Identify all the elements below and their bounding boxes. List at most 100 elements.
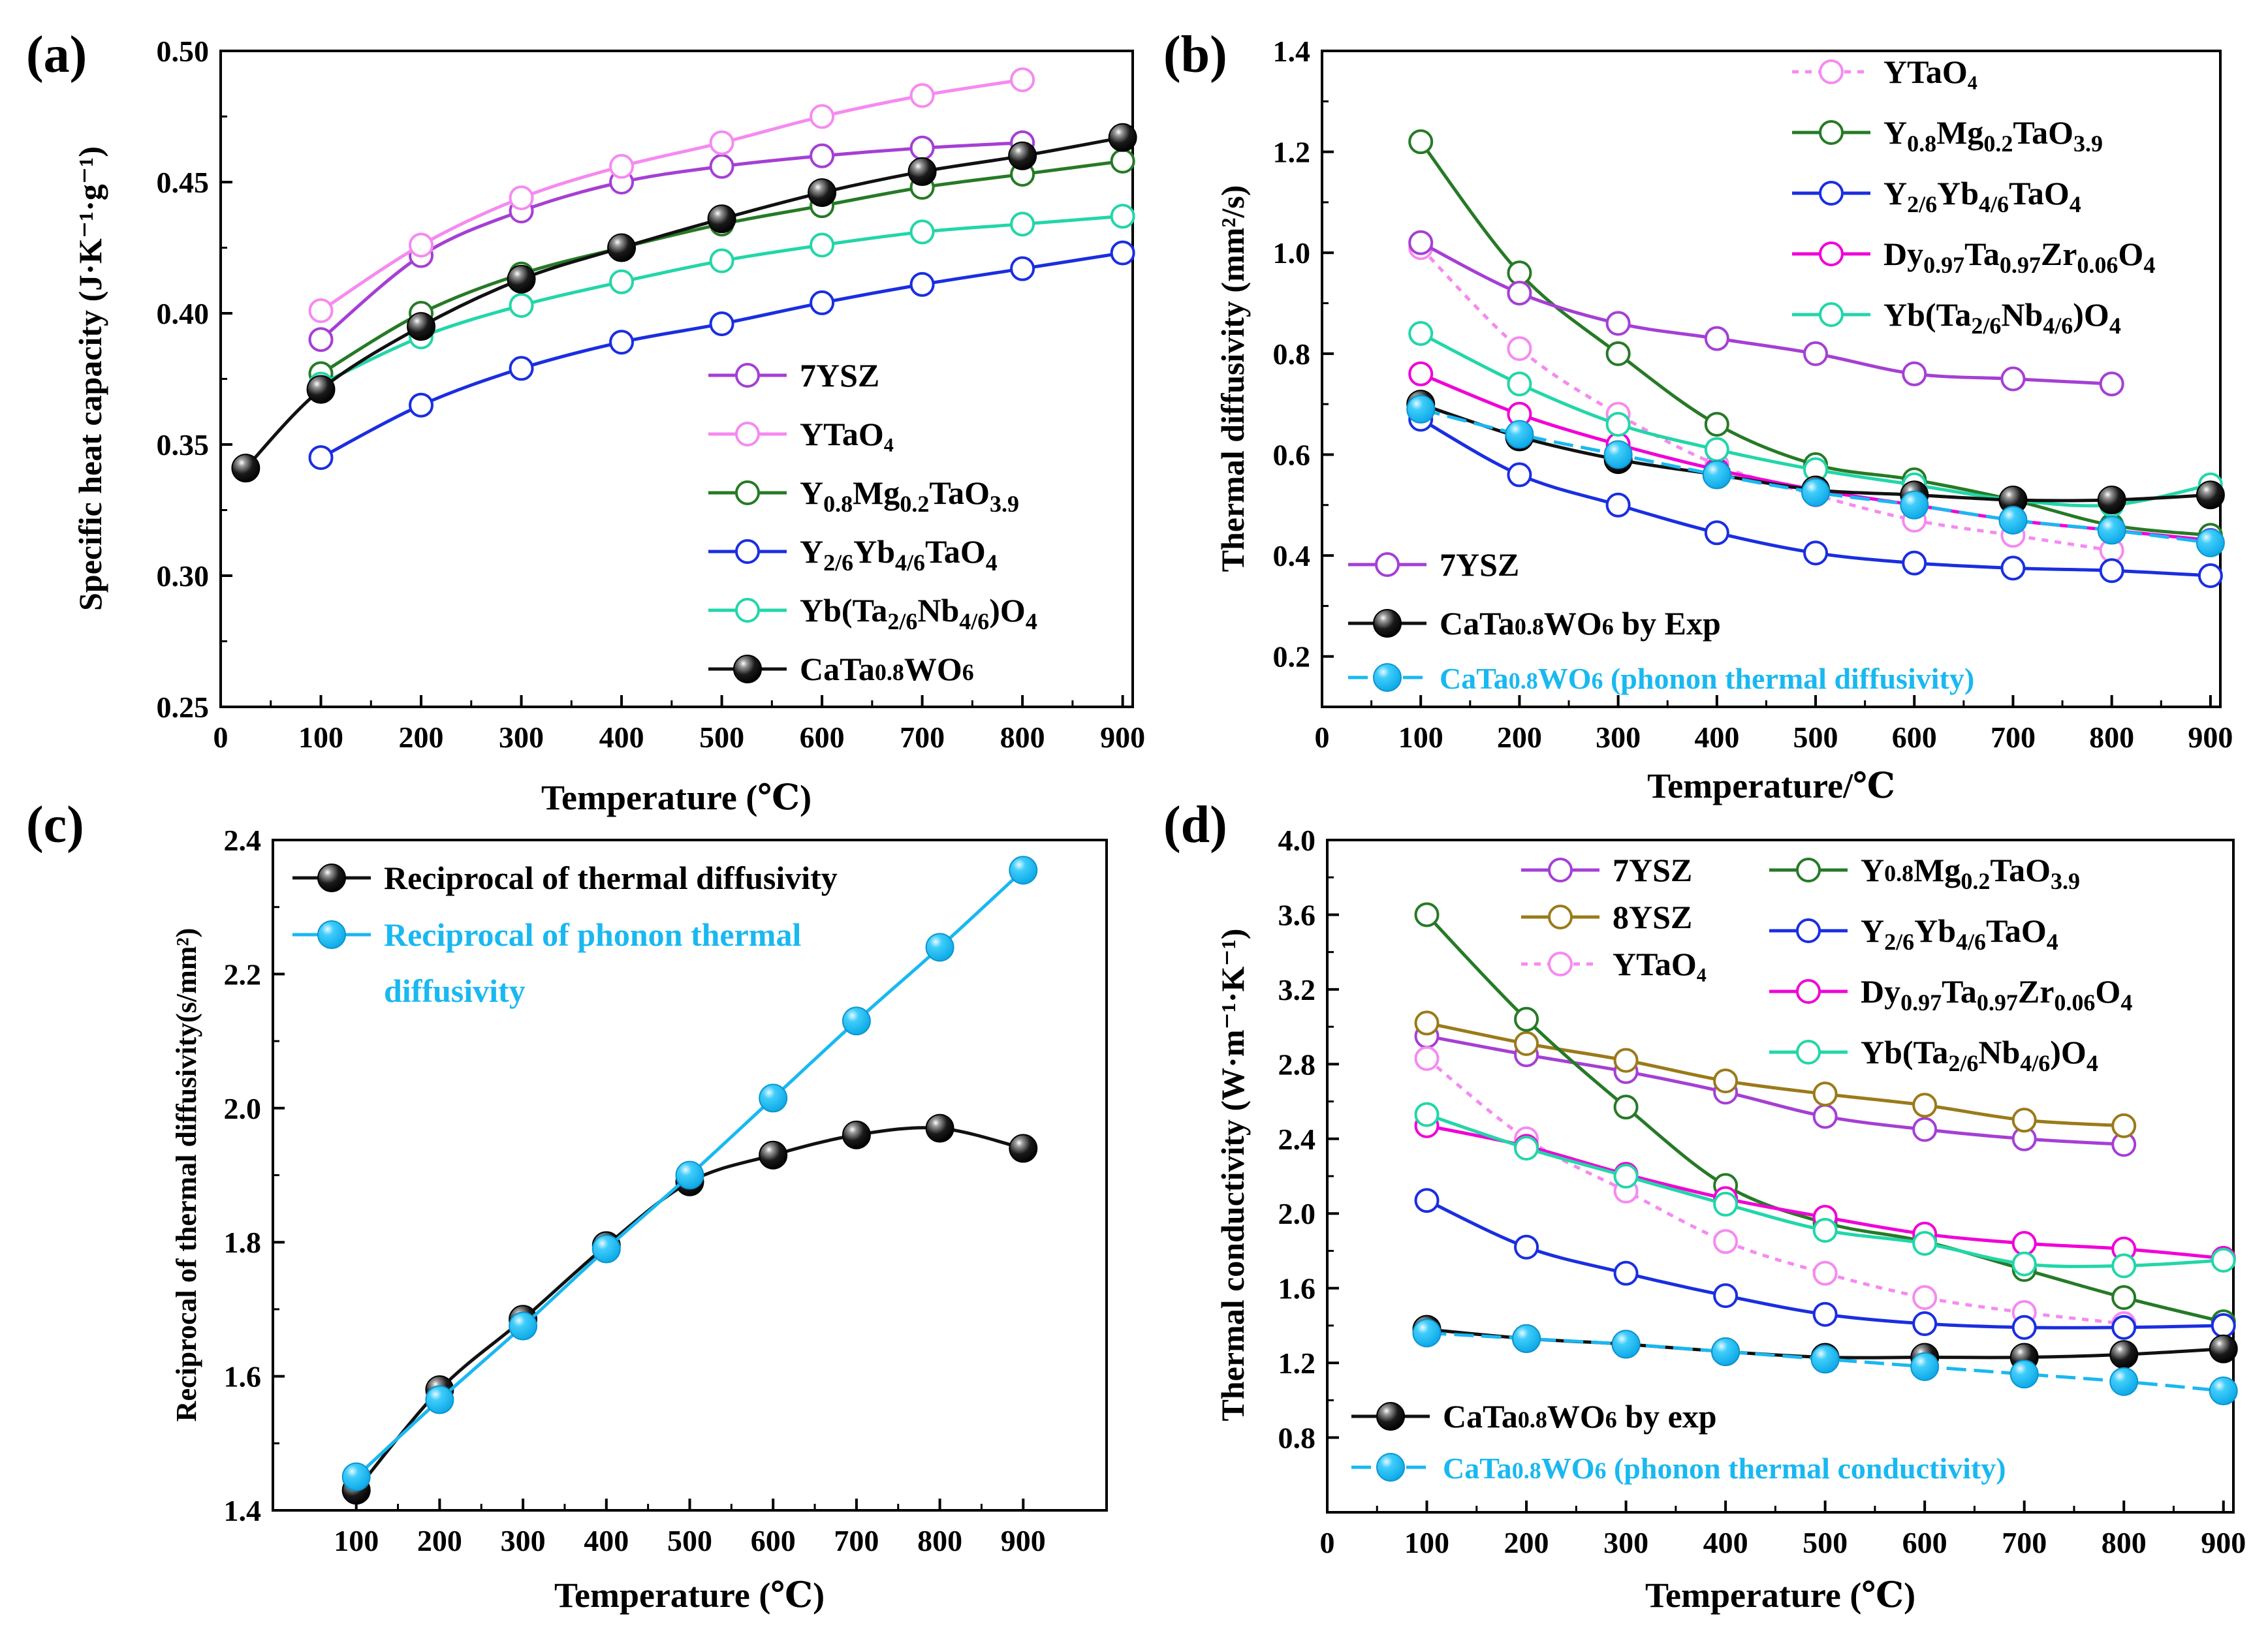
panel-c-chart: 100 200 300 400 500 600 700 800 900 1.4 1.6 1.8 2.0 2… xyxy=(170,824,1108,1615)
panel-b-ylabel: Thermal diffusivity (mm²/s) xyxy=(1214,185,1251,572)
panel-a-point-yb-ta2-6nb4-6-o4 xyxy=(909,219,935,245)
panel-d-ytick-label: 2.4 xyxy=(1278,1123,1316,1156)
panel-d-xtick-label: 600 xyxy=(1902,1526,1947,1559)
panel-d-series-line-ytao4 xyxy=(1425,1057,2124,1326)
panel-label-b: (b) xyxy=(1163,26,1227,84)
panel-b-point-y0-8mg0-2tao3-9 xyxy=(1507,260,1532,286)
panel-d-point-yb-ta2-6nb4-6-o4 xyxy=(1613,1164,1639,1189)
panel-c-ytick-label: 2.0 xyxy=(224,1092,262,1125)
panel-label-c: (c) xyxy=(26,796,84,854)
panel-a-ytick-label: 0.50 xyxy=(157,35,210,68)
panel-d-point-cata0-8wo6-phonon-thermal-conductivity xyxy=(1412,1318,1441,1348)
panel-d-point-yb-ta2-6nb4-6-o4 xyxy=(2211,1247,2236,1273)
panel-c-ytick-label: 2.4 xyxy=(224,824,262,857)
panel-d-ytick-label: 0.8 xyxy=(1278,1422,1316,1455)
panel-b-point-7ysz xyxy=(2099,371,2124,397)
panel-c-point-reciprocal-of-phonon-thermal-diffusivity xyxy=(1009,856,1038,885)
panel-c-xtick-label: 500 xyxy=(667,1524,712,1557)
panel-b-point-7ysz xyxy=(1704,326,1729,351)
panel-a-point-cata0-8wo6 xyxy=(907,157,937,186)
panel-a-point-ytao4 xyxy=(1010,67,1035,93)
panel-a-point-cata0-8wo6 xyxy=(231,454,260,483)
panel-c-point-reciprocal-of-phonon-thermal-diffusivity xyxy=(591,1234,621,1264)
panel-c-xtick-label: 200 xyxy=(417,1524,462,1557)
panel-d-point-yb-ta2-6nb4-6-o4 xyxy=(1812,1217,1838,1243)
panel-a-point-y2-6yb4-6tao4 xyxy=(909,272,935,297)
panel-a-xtick-label: 100 xyxy=(298,721,343,754)
panel-a-point-y2-6yb4-6tao4 xyxy=(1010,256,1035,281)
panel-b-point-y2-6yb4-6tao4 xyxy=(1605,492,1631,518)
panel-d-legend-label-7ysz: 7YSZ xyxy=(1613,852,1692,888)
panel-a-legend: 7YSZ YTaO₄ Y0.8Mg0.2TaO3.9 Y2/6Yb4/6TaO4 Yb(… xyxy=(708,357,1037,687)
panel-b-xtick-label: 400 xyxy=(1694,721,1739,754)
panel-b-point-cata0-8wo6-phonon-thermal-diffusivity xyxy=(2097,516,2126,545)
panel-d-xtick-label: 0 xyxy=(1320,1526,1335,1559)
panel-b-point-7ysz xyxy=(1605,311,1631,336)
panel-b-legend-marker-cata0-8wo6-by-exp xyxy=(1373,609,1402,638)
panel-d-point-8ysz xyxy=(2111,1113,2137,1138)
panel-d-legend-marker-cata0-8wo6-by-exp xyxy=(1376,1402,1405,1431)
panel-a-point-7ysz xyxy=(810,143,835,168)
panel-d-xlabel: Temperature (℃) xyxy=(1645,1576,1915,1615)
panel-b-legend-marker-yb-ta2-6nb4-6-o4 xyxy=(1819,302,1844,327)
panel-c-ylabel: Reciprocal of thermal diffusivity(s/mm²) xyxy=(170,928,202,1422)
panel-d-point-y2-6yb4-6tao4 xyxy=(2111,1315,2137,1340)
panel-a-xtick-label: 900 xyxy=(1100,721,1145,754)
panel-d-legend: 7YSZ 8YSZ YTaO₄ Y0.8Mg0.2TaO3.9 Y2/6Yb4/6TaO… xyxy=(1351,852,2132,1485)
panel-a-ytick-label: 0.35 xyxy=(157,428,210,461)
panel-d-point-y2-6yb4-6tao4 xyxy=(1713,1283,1739,1309)
panel-a-point-ytao4 xyxy=(509,185,534,211)
panel-c-legend-label-reciprocal-of-phonon-thermal-diffusivity: Reciprocal of phonon thermal xyxy=(384,916,801,953)
panel-d-chart: 0 100 200 300 400 500 600 700 800 900 0.8 1.2 1.6 2.0… xyxy=(1214,824,2246,1615)
panel-d-point-y0-8mg0-2tao3-9 xyxy=(2111,1285,2137,1310)
panel-d-point-8ysz xyxy=(1613,1048,1639,1073)
panel-d-ytick-label: 2.8 xyxy=(1278,1048,1316,1081)
panel-b-ticks: 0 100 200 300 400 500 600 700 800 900 0.2 0.4 0.6 0.8… xyxy=(1273,35,2233,754)
panel-b-point-7ysz xyxy=(1803,341,1829,366)
panel-d-legend-marker-dy0-97ta0-97zr0-06o4 xyxy=(1796,979,1821,1004)
panel-a-point-cata0-8wo6 xyxy=(407,312,436,341)
panel-d-point-8ysz xyxy=(2011,1108,2037,1133)
panel-b-point-7ysz xyxy=(2000,366,2026,392)
panel-a-point-yb-ta2-6nb4-6-o4 xyxy=(1110,204,1135,229)
panel-b-ytick-label: 0.6 xyxy=(1273,438,1311,471)
panel-d-legend-label-8ysz: 8YSZ xyxy=(1613,899,1692,935)
panel-b-ytick-label: 0.4 xyxy=(1273,539,1311,572)
panel-a-point-yb-ta2-6nb4-6-o4 xyxy=(509,292,534,318)
panel-a-point-7ysz xyxy=(308,327,334,352)
panel-a-point-cata0-8wo6 xyxy=(1108,123,1137,152)
panel-b-point-y2-6yb4-6tao4 xyxy=(2197,563,2223,588)
panel-d-legend-label-cata0-8wo6-phonon-thermal-conductivity: CaTa0.8WO6 (phonon thermal conductivity) xyxy=(1443,1452,2006,1485)
panel-c-xtick-label: 900 xyxy=(1001,1524,1046,1557)
panel-a-point-ytao4 xyxy=(409,232,434,258)
panel-d-xtick-label: 900 xyxy=(2201,1526,2246,1559)
panel-b-point-cata0-8wo6-phonon-thermal-diffusivity xyxy=(1801,478,1831,507)
panel-d-xtick-label: 300 xyxy=(1603,1526,1648,1559)
panel-c-legend-label-continued: diffusivity xyxy=(384,973,526,1009)
panel-b-point-yb-ta2-6nb4-6-o4 xyxy=(1408,320,1434,346)
panel-a-legend-label-yb-ta2-6nb4-6-o4: Yb(Ta2/6Nb4/6)O4 xyxy=(800,592,1037,634)
panel-a-xtick-label: 600 xyxy=(800,721,845,754)
panel-a-series xyxy=(231,67,1137,483)
panel-d-point-y2-6yb4-6tao4 xyxy=(1912,1311,1938,1337)
panel-b-legend-label-7ysz: 7YSZ xyxy=(1440,546,1519,583)
panel-b-xtick-label: 0 xyxy=(1315,721,1330,754)
panel-d-point-8ysz xyxy=(1414,1010,1440,1036)
panel-c-legend: Reciprocal of thermal diffusivity Recipro… xyxy=(292,860,838,1009)
panel-b-ytick-label: 1.2 xyxy=(1273,136,1311,169)
panel-a-point-cata0-8wo6 xyxy=(306,375,336,404)
panel-b-legend-marker-dy0-97ta0-97zr0-06o4 xyxy=(1819,241,1844,266)
panel-d-point-8ysz xyxy=(1514,1031,1539,1056)
panel-b-xtick-label: 600 xyxy=(1892,721,1937,754)
panel-d-point-y0-8mg0-2tao3-9 xyxy=(1414,902,1440,927)
panel-b-point-dy0-97ta0-97zr0-06o4 xyxy=(1408,361,1434,386)
panel-c-ticks: 100 200 300 400 500 600 700 800 900 1.4 1.6 1.8 2.0 2… xyxy=(224,824,1046,1557)
panel-d-point-cata0-8wo6-phonon-thermal-conductivity xyxy=(1611,1330,1641,1359)
panel-d-point-ytao4 xyxy=(1912,1285,1938,1310)
panel-b-point-y0-8mg0-2tao3-9 xyxy=(1704,412,1729,437)
panel-a-series-line-yb-ta2-6nb4-6-o4 xyxy=(320,214,1123,386)
panel-d-xtick-label: 400 xyxy=(1703,1526,1748,1559)
panel-a-legend-label-y2-6yb4-6tao4: Y2/6Yb4/6TaO4 xyxy=(800,533,998,576)
panel-d-point-yb-ta2-6nb4-6-o4 xyxy=(2111,1253,2137,1279)
panel-a-point-7ysz xyxy=(909,135,935,161)
